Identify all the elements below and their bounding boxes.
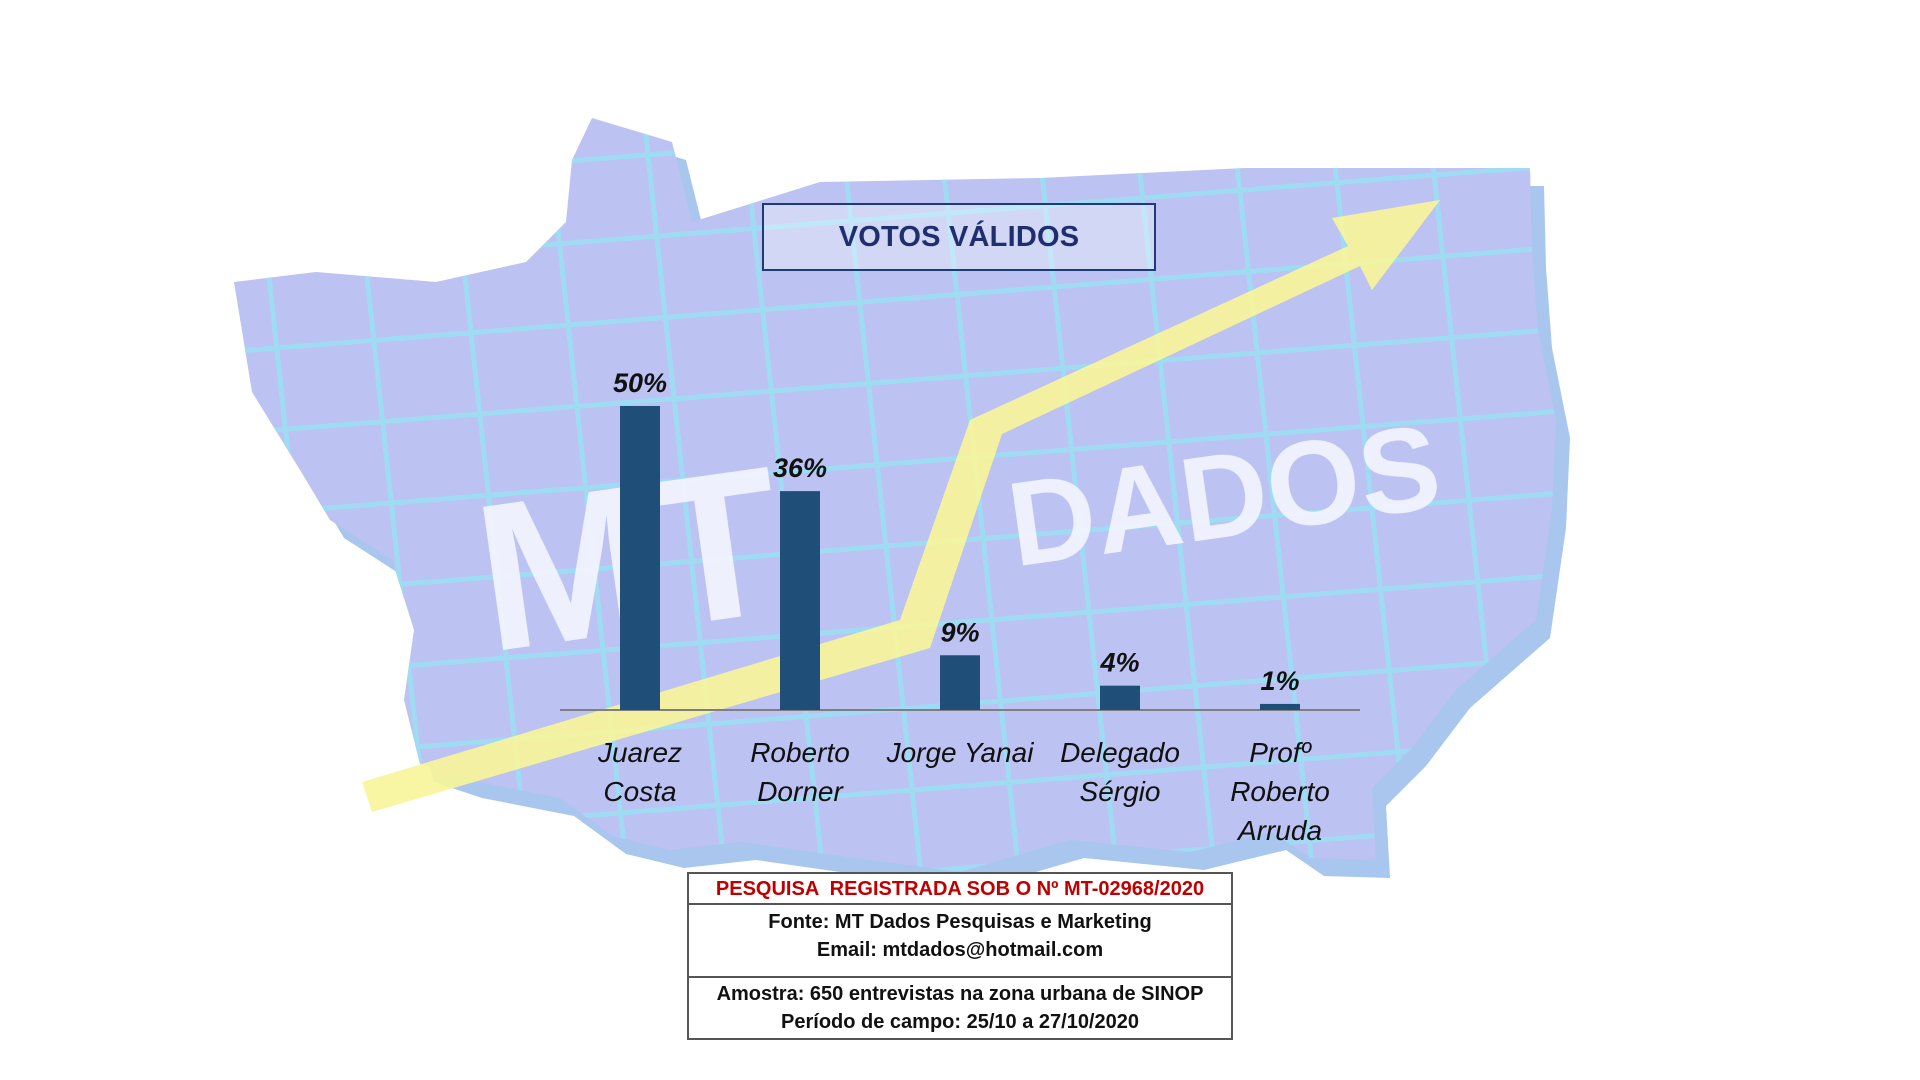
registration-text: PESQUISA REGISTRADA SOB O Nº MT-02968/20… [715, 878, 1205, 900]
category-label-4-line-1: Roberto [1230, 776, 1330, 807]
info-box: PESQUISA REGISTRADA SOB O Nº MT-02968/20… [687, 872, 1233, 1040]
data-label-3: 4% [1099, 648, 1139, 678]
data-label-2: 9% [940, 617, 979, 647]
category-label-3-line-1: Sérgio [1080, 776, 1161, 807]
category-label-4-line-2: Arruda [1236, 815, 1322, 846]
chart-title: VOTOS VÁLIDOS [838, 220, 1080, 253]
bar-4 [1260, 703, 1300, 710]
category-label-4-line-0: Profº [1249, 737, 1312, 768]
bar-1 [780, 491, 820, 710]
email-text: Email: mtdados@hotmail.com [816, 939, 1104, 961]
category-label-1-line-0: Roberto [750, 737, 850, 768]
rising-arrow [362, 200, 1440, 812]
sample-text: Amostra: 650 entrevistas na zona urbana … [716, 983, 1204, 1005]
bar-0 [620, 406, 660, 710]
category-label-0-line-0: Juarez [597, 737, 682, 768]
source-text: Fonte: MT Dados Pesquisas e Marketing [768, 911, 1152, 933]
data-label-0: 50% [613, 368, 667, 398]
category-label-2-line-0: Jorge Yanai [886, 737, 1035, 768]
period-text: Período de campo: 25/10 a 27/10/2020 [781, 1011, 1139, 1033]
bar-3 [1100, 685, 1140, 710]
source-row: Fonte: MT Dados Pesquisas e Marketing Em… [689, 903, 1231, 976]
chart-title-box: VOTOS VÁLIDOS [762, 203, 1156, 271]
bar-2 [940, 655, 980, 710]
category-label-3-line-0: Delegado [1060, 737, 1180, 768]
registration-row: PESQUISA REGISTRADA SOB O Nº MT-02968/20… [689, 874, 1231, 903]
data-label-1: 36% [773, 453, 827, 483]
data-label-4: 1% [1260, 666, 1299, 696]
category-label-0-line-1: Costa [603, 776, 676, 807]
category-label-1-line-1: Dorner [757, 776, 844, 807]
sample-row: Amostra: 650 entrevistas na zona urbana … [689, 976, 1231, 1038]
